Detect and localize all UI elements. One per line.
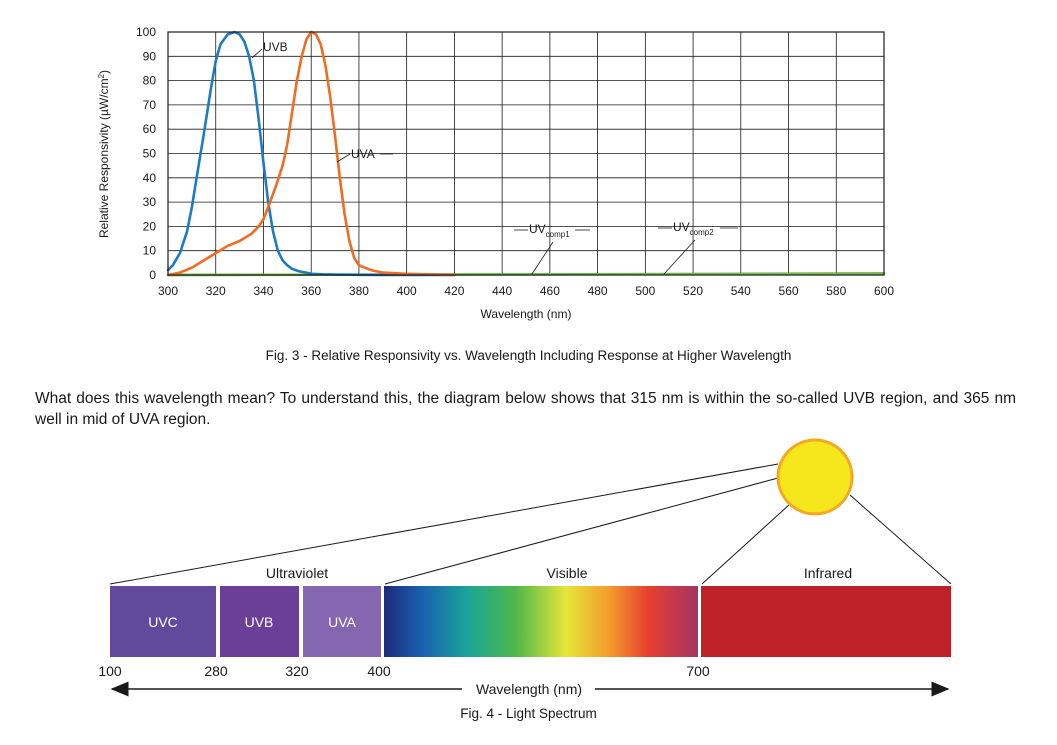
- band-uvb: [220, 586, 299, 657]
- y-tick-label: 70: [143, 98, 157, 112]
- svg-text:UVcomp2: UVcomp2: [673, 220, 714, 237]
- x-tick-label: 560: [779, 284, 799, 298]
- svg-text:UVcomp1: UVcomp1: [529, 222, 570, 239]
- y-tick-label: 20: [143, 219, 157, 233]
- annotation-uva: UVA: [336, 147, 393, 163]
- spectrum-tick-280: 280: [204, 663, 228, 679]
- x-tick-label: 320: [206, 284, 226, 298]
- x-tick-label: 440: [492, 284, 512, 298]
- spectrum-tick-320: 320: [285, 663, 309, 679]
- y-axis-label: Relative Responsivity (µW/cm2): [97, 70, 111, 238]
- band-uvc-label: UVC: [148, 614, 178, 630]
- sun-icon: [776, 438, 854, 516]
- x-tick-label: 460: [540, 284, 560, 298]
- series-line-uva: [166, 30, 456, 277]
- x-tick-label: 340: [253, 284, 273, 298]
- band-uvc: [110, 586, 216, 657]
- band-uva: [303, 586, 381, 657]
- x-tick-label: 520: [683, 284, 703, 298]
- y-tick-label: 40: [143, 171, 157, 185]
- annotation-uvcomp1: UVcomp1: [514, 222, 590, 275]
- x-tick-label: 300: [158, 284, 178, 298]
- annotation-uvb: UVB: [251, 40, 288, 59]
- x-tick-label: 420: [444, 284, 464, 298]
- series-line-uvb: [166, 30, 456, 277]
- y-tick-labels: 0 10 20 30 40 50 60 70 80 90 100: [136, 25, 156, 282]
- y-tick-label: 0: [149, 268, 156, 282]
- x-tick-label: 480: [588, 284, 608, 298]
- light-spectrum-diagram: Ultraviolet Visible Infrared UVC UVB UVA…: [98, 438, 952, 697]
- spectrum-tick-100: 100: [98, 663, 122, 679]
- x-tick-label: 580: [826, 284, 846, 298]
- x-tick-label: 400: [397, 284, 417, 298]
- responsivity-chart: 300 320 340 360 380 400 420 440 460 480 500 520 540 5…: [97, 25, 894, 321]
- svg-text:UVB: UVB: [263, 40, 288, 54]
- body-paragraph: What does this wavelength mean? To under…: [35, 390, 1016, 428]
- y-tick-label: 100: [136, 25, 156, 39]
- band-uvb-label: UVB: [245, 614, 274, 630]
- y-tick-label: 10: [143, 244, 157, 258]
- y-tick-label: 80: [143, 74, 157, 88]
- x-tick-label: 360: [301, 284, 321, 298]
- y-tick-label: 60: [143, 122, 157, 136]
- figure-4-caption: Fig. 4 - Light Spectrum: [460, 706, 597, 721]
- header-infrared: Infrared: [804, 565, 852, 581]
- x-tick-labels: 300 320 340 360 380 400 420 440 460 480 500 520 540 5…: [158, 284, 894, 298]
- y-tick-label: 50: [143, 147, 157, 161]
- band-visible: [384, 586, 698, 657]
- svg-text:UVA: UVA: [351, 147, 375, 161]
- plot-frame: [167, 31, 885, 276]
- annotation-uvcomp2: UVcomp2: [658, 220, 738, 275]
- sun-rays: [109, 463, 952, 585]
- header-visible: Visible: [547, 565, 588, 581]
- x-tick-label: 540: [731, 284, 751, 298]
- y-tick-label: 30: [143, 195, 157, 209]
- spectrum-tick-700: 700: [686, 663, 710, 679]
- x-axis-label: Wavelength (nm): [481, 307, 572, 321]
- spectrum-tick-400: 400: [367, 663, 391, 679]
- x-tick-label: 500: [635, 284, 655, 298]
- y-tick-label: 90: [143, 49, 157, 63]
- band-infrared: [701, 586, 951, 657]
- figure-3-caption: Fig. 3 - Relative Responsivity vs. Wavel…: [265, 348, 792, 363]
- band-uva-label: UVA: [328, 614, 356, 630]
- x-tick-label: 600: [874, 284, 894, 298]
- x-tick-label: 380: [349, 284, 369, 298]
- wavelength-axis-label: Wavelength (nm): [476, 681, 582, 697]
- header-ultraviolet: Ultraviolet: [266, 565, 328, 581]
